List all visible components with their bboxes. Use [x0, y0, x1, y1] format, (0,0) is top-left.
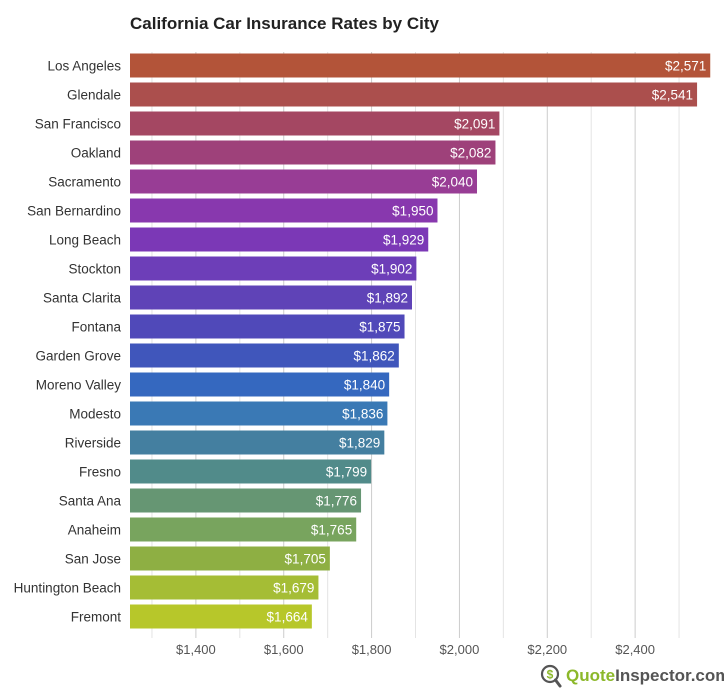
- bar: [130, 256, 417, 281]
- y-category-label: San Francisco: [35, 117, 121, 132]
- bar: [130, 111, 500, 136]
- bar: [130, 604, 312, 629]
- x-tick-label: $1,600: [264, 642, 304, 657]
- bar-data-label: $1,765: [311, 523, 352, 538]
- bar: [130, 401, 388, 426]
- bar: [130, 140, 496, 165]
- bar-data-label: $1,892: [367, 291, 408, 306]
- y-category-label: Fontana: [71, 320, 121, 335]
- bar-data-label: $2,571: [665, 59, 706, 74]
- bar: [130, 82, 698, 107]
- bar-data-label: $1,664: [267, 610, 309, 625]
- quoteinspector-logo[interactable]: $ Quote Inspector.com: [540, 664, 724, 688]
- y-category-label: Los Angeles: [47, 59, 121, 74]
- logo-text-inspector: Inspector.com: [615, 666, 724, 685]
- y-category-label: Moreno Valley: [36, 378, 122, 393]
- y-category-label: Long Beach: [49, 233, 121, 248]
- bar: [130, 53, 711, 78]
- y-category-label: Oakland: [71, 146, 121, 161]
- bar-data-label: $2,541: [652, 88, 693, 103]
- x-tick-label: $2,000: [440, 642, 480, 657]
- y-category-label: Huntington Beach: [14, 581, 121, 596]
- bar: [130, 198, 438, 223]
- y-category-label: Sacramento: [48, 175, 121, 190]
- x-tick-label: $1,400: [176, 642, 216, 657]
- y-category-label: Modesto: [69, 407, 121, 422]
- bar: [130, 314, 405, 339]
- bar: [130, 488, 362, 513]
- bar-data-label: $1,929: [383, 233, 424, 248]
- bar: [130, 575, 319, 600]
- bar: [130, 546, 330, 571]
- bar: [130, 343, 399, 368]
- bar-data-label: $1,705: [285, 552, 326, 567]
- y-category-label: Anaheim: [68, 523, 121, 538]
- bar: [130, 430, 385, 455]
- y-category-label: Garden Grove: [35, 349, 121, 364]
- y-category-label: Glendale: [67, 88, 121, 103]
- bar-data-label: $2,040: [432, 175, 473, 190]
- y-category-label: Stockton: [68, 262, 121, 277]
- logo-text-quote: Quote: [566, 666, 616, 685]
- bar-data-label: $1,875: [359, 320, 400, 335]
- chart-title: California Car Insurance Rates by City: [130, 14, 439, 33]
- bar-data-label: $1,950: [392, 204, 433, 219]
- dollar-magnifier-icon: $: [540, 664, 562, 688]
- bar: [130, 517, 357, 542]
- y-category-label: San Jose: [65, 552, 121, 567]
- bar: [130, 459, 372, 484]
- bar: [130, 169, 478, 194]
- x-tick-label: $1,800: [352, 642, 392, 657]
- bar: [130, 372, 390, 397]
- bar-data-label: $1,829: [339, 436, 380, 451]
- bar: [130, 285, 412, 310]
- bar-data-label: $1,862: [354, 349, 395, 364]
- y-category-label: San Bernardino: [27, 204, 121, 219]
- x-tick-label: $2,200: [527, 642, 567, 657]
- x-tick-label: $2,400: [615, 642, 655, 657]
- bar-data-label: $1,679: [273, 581, 314, 596]
- y-category-label: Fremont: [71, 610, 122, 625]
- bar-data-label: $2,082: [450, 146, 491, 161]
- bar-data-label: $1,840: [344, 378, 385, 393]
- y-category-label: Santa Ana: [59, 494, 122, 509]
- bar-data-label: $1,776: [316, 494, 357, 509]
- y-category-label: Fresno: [79, 465, 121, 480]
- bar: [130, 227, 429, 252]
- bar-data-label: $1,799: [326, 465, 367, 480]
- bar-data-label: $1,902: [371, 262, 412, 277]
- y-category-label: Riverside: [65, 436, 121, 451]
- y-category-label: Santa Clarita: [43, 291, 122, 306]
- bar-data-label: $2,091: [454, 117, 495, 132]
- svg-text:$: $: [547, 668, 554, 682]
- bar-data-label: $1,836: [342, 407, 383, 422]
